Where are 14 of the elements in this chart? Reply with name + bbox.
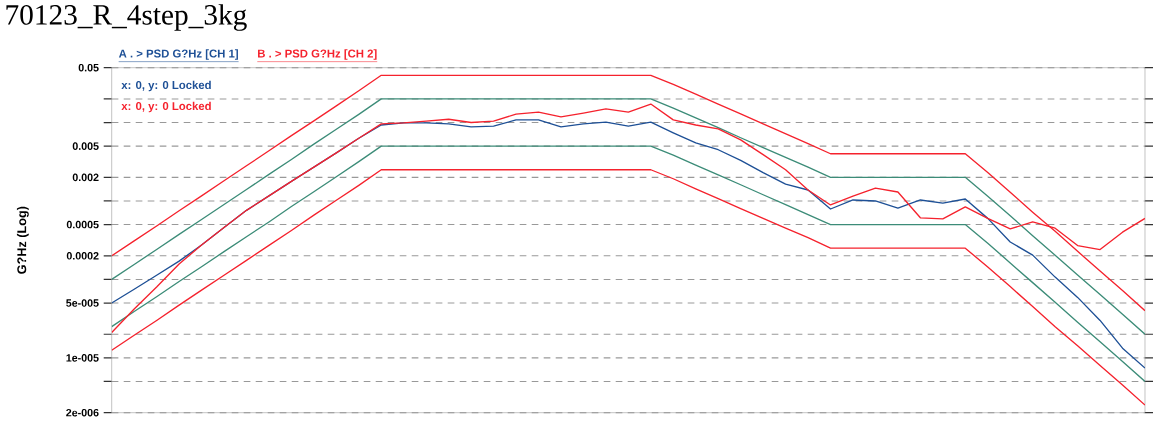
y-tick-label: 0.0005 [66,220,99,229]
y-tick-label: 2e-006 [66,408,99,417]
chart-title: 70123_R_4step_3kg [6,4,247,31]
y-tick-label: 0.05 [78,63,99,72]
annotation: x: 0, y: 0 Locked [121,101,211,113]
text: B . > PSD G?Hz [CH 2] [258,49,377,60]
text: A . > PSD G?Hz [CH 1] [118,49,238,60]
y-axis-title: G?Hz (Log) [16,206,29,274]
y-tick-label: 0.0002 [66,252,99,260]
y-tick-label: 1e-005 [66,354,99,362]
annotation: x: 0, y: 0 Locked [121,80,211,92]
y-tick-label: 5e-005 [66,299,99,307]
y-tick-label: 0.002 [72,173,99,182]
y-tick-label: 0.005 [72,142,99,150]
